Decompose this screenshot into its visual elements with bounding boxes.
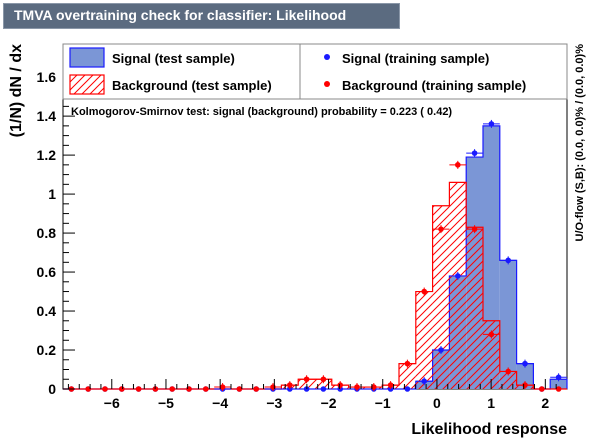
y-axis-label: (1/N) dN / dx: [8, 44, 25, 137]
background-train-point: [421, 288, 428, 295]
signal-train-point: [404, 386, 411, 392]
x-tick-label: 0: [433, 395, 441, 411]
signal-train-point: [471, 150, 478, 156]
background-train-point: [337, 382, 344, 388]
y-tick-label: 1.6: [37, 69, 57, 85]
y-tick-label: 1: [48, 186, 56, 202]
chart-title: TMVA overtraining check for classifier: …: [14, 7, 347, 23]
background-test-bar: [483, 320, 500, 389]
background-test-bar: [432, 205, 450, 389]
y-tick-label: 0: [48, 381, 56, 397]
background-train-point: [438, 226, 444, 232]
signal-train-point: [421, 378, 428, 385]
background-test-bar: [449, 182, 467, 389]
signal-train-point: [505, 257, 512, 264]
background-train-point: [135, 386, 142, 392]
background-train-point: [404, 360, 411, 367]
background-train-point: [488, 331, 495, 338]
x-tick-label: −6: [104, 395, 120, 411]
background-train-point: [303, 376, 310, 383]
background-train-point: [522, 382, 528, 388]
legend-signal-test-swatch: [69, 47, 105, 68]
background-test-bar: [399, 363, 416, 389]
legend-background-test-label: Background (test sample): [112, 78, 272, 93]
legend-background-train-marker: [324, 81, 330, 87]
signal-train-point: [488, 121, 495, 127]
background-train-point: [354, 384, 360, 390]
y-tick-label: 0.2: [37, 342, 57, 358]
legend-signal-test-label: Signal (test sample): [112, 51, 235, 66]
legend-background-test-swatch: [69, 74, 105, 95]
background-train-point: [169, 386, 175, 392]
background-train-point: [387, 382, 394, 388]
background-train-point: [253, 386, 259, 392]
legend: Signal (test sample) Background (test sa…: [62, 43, 568, 100]
x-tick-label: −3: [266, 395, 282, 411]
legend-background-train-label: Background (training sample): [342, 78, 526, 93]
y-tick-label: 0.6: [37, 264, 57, 280]
background-train-point: [320, 376, 327, 383]
x-tick-label: 2: [541, 395, 549, 411]
background-train-point: [219, 384, 226, 390]
x-axis-label: Likelihood response: [411, 421, 567, 438]
y-tick-label: 1.2: [37, 147, 57, 163]
x-tick-label: −4: [212, 395, 228, 411]
signal-train-point: [320, 386, 327, 392]
background-test-bar: [466, 227, 483, 389]
legend-signal-train-marker: [324, 54, 330, 60]
signal-train-point: [522, 360, 528, 367]
y-tick-label: 0.8: [37, 225, 57, 241]
background-test-bar: [415, 291, 433, 389]
x-tick-label: −2: [321, 395, 337, 411]
x-tick-label: −5: [158, 395, 174, 411]
chart-title-box: TMVA overtraining check for classifier: …: [3, 3, 400, 29]
background-train-point: [186, 386, 192, 392]
legend-signal-train-label: Signal (training sample): [342, 51, 489, 66]
background-train-point: [287, 382, 293, 388]
y-tick-label: 1.4: [37, 108, 57, 124]
signal-train-point: [455, 273, 461, 279]
background-train-point: [455, 162, 461, 168]
background-train-point: [203, 386, 209, 392]
x-tick-label: −1: [375, 395, 391, 411]
y-tick-label: 0.4: [37, 303, 57, 319]
axes: −6 −5 −4 −3 −2 −1 0 1 2 0 0.2 0.4 0.6 0.8 1 1.2 1.4 1.6: [37, 47, 557, 411]
background-train-point: [555, 386, 562, 392]
signal-train-point: [555, 374, 562, 381]
background-test-histogram: [63, 181, 567, 390]
signal-train-point: [438, 347, 444, 353]
x-tick-label: 1: [487, 395, 495, 411]
background-train-point: [471, 226, 478, 232]
background-train-point: [102, 386, 108, 392]
signal-test-bar: [516, 363, 534, 389]
background-test-bar: [315, 379, 332, 389]
background-train-point: [119, 386, 125, 392]
signal-test-bar: [499, 260, 517, 389]
background-train-point: [539, 386, 545, 392]
background-train-point: [236, 386, 243, 392]
background-train-point: [270, 384, 276, 390]
legend-box: [62, 43, 568, 100]
overflow-note: U/O-flow (S,B): (0.0, 0.0)% / (0.0, 0.0)…: [574, 44, 586, 242]
background-train-point: [505, 368, 512, 375]
signal-test-bar: [550, 379, 567, 389]
ks-annotation: Kolmogorov-Smirnov test: signal (backgro…: [71, 106, 452, 118]
